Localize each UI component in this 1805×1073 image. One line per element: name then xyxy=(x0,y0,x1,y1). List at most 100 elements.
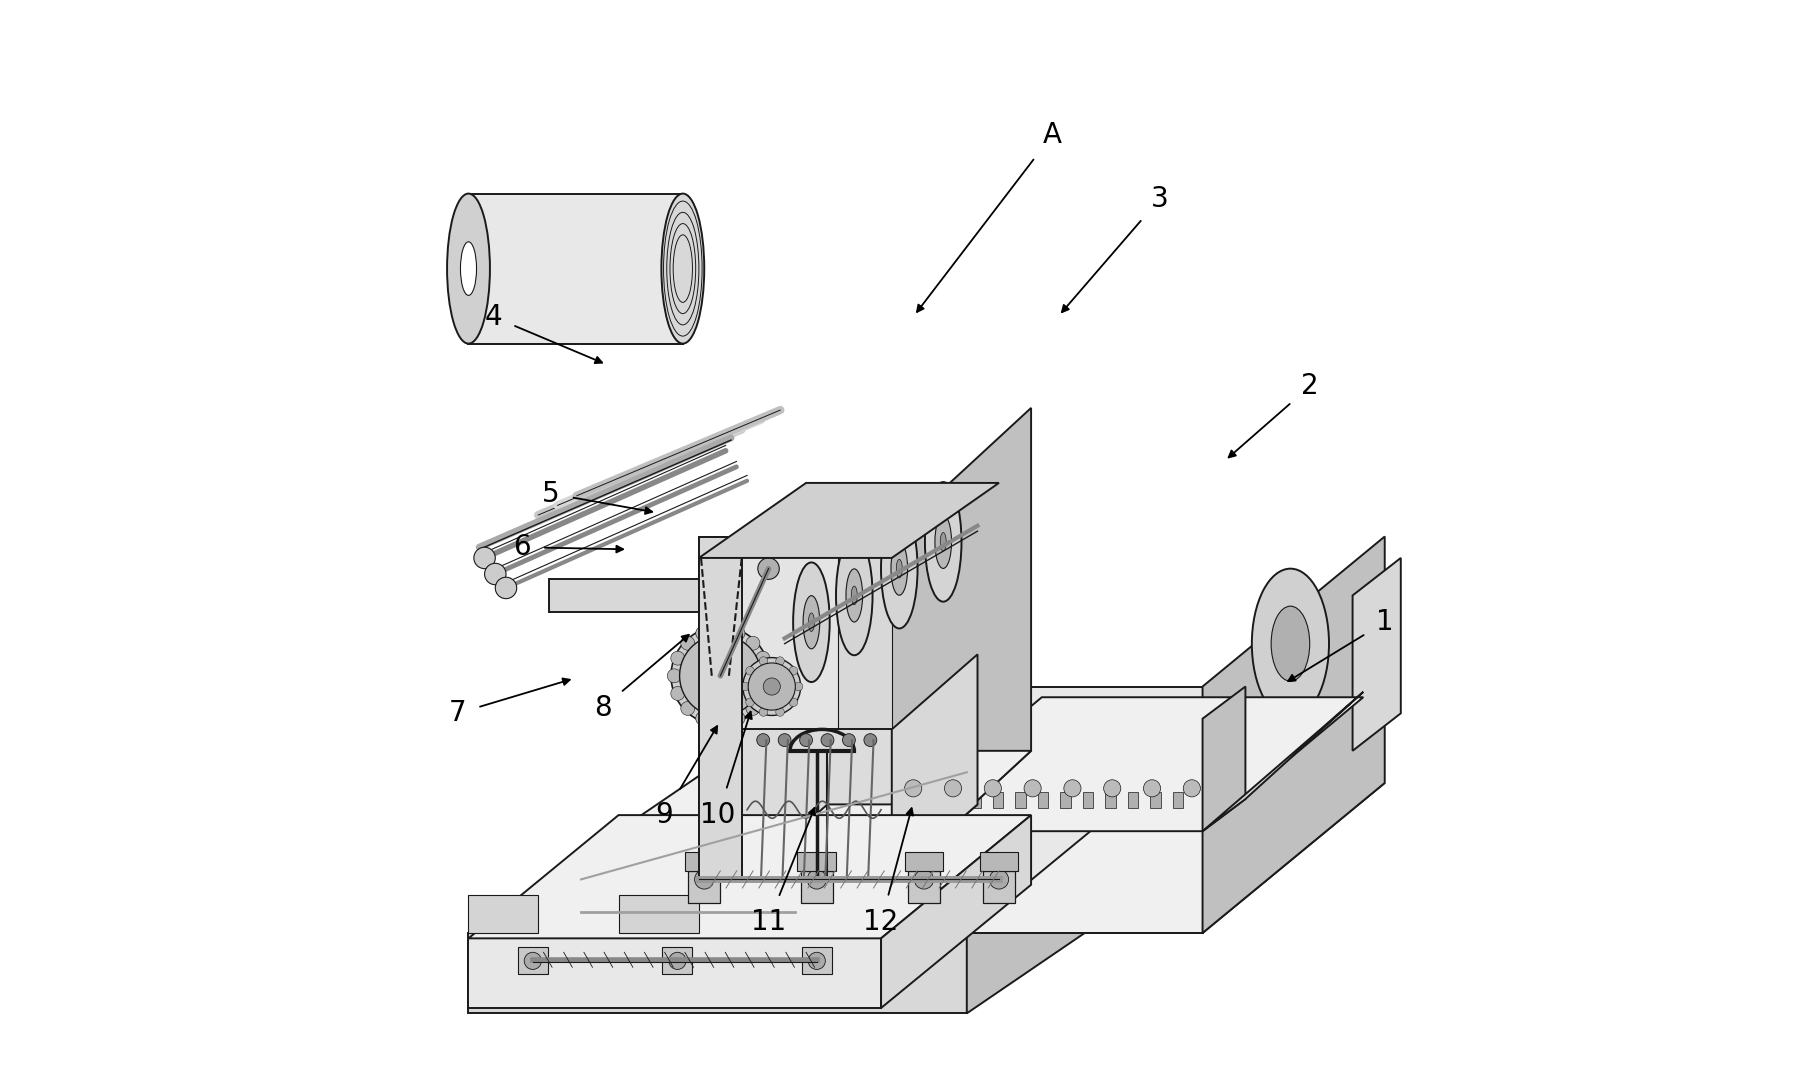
Circle shape xyxy=(704,659,738,693)
Ellipse shape xyxy=(935,515,951,569)
Text: 7: 7 xyxy=(449,678,570,727)
Circle shape xyxy=(915,870,933,890)
Ellipse shape xyxy=(892,542,908,596)
Circle shape xyxy=(760,668,773,682)
Bar xyxy=(801,947,832,973)
Circle shape xyxy=(758,558,780,579)
Polygon shape xyxy=(469,773,1202,934)
Polygon shape xyxy=(892,655,978,880)
Text: 2: 2 xyxy=(1229,372,1318,457)
Circle shape xyxy=(495,577,516,599)
Circle shape xyxy=(807,870,827,890)
Bar xyxy=(993,792,1004,808)
Circle shape xyxy=(760,657,767,665)
Bar xyxy=(688,871,720,903)
Circle shape xyxy=(984,780,1002,797)
Circle shape xyxy=(904,780,922,797)
Circle shape xyxy=(776,657,785,665)
Bar xyxy=(984,871,1014,903)
Circle shape xyxy=(989,870,1009,890)
Polygon shape xyxy=(892,408,1031,880)
Circle shape xyxy=(778,734,791,747)
Text: 6: 6 xyxy=(513,533,623,561)
Polygon shape xyxy=(881,783,1202,832)
Polygon shape xyxy=(881,815,1031,1008)
Circle shape xyxy=(668,668,680,682)
Circle shape xyxy=(713,715,727,729)
Text: 12: 12 xyxy=(863,808,913,937)
Circle shape xyxy=(680,635,762,717)
Circle shape xyxy=(695,870,715,890)
Polygon shape xyxy=(1202,536,1384,934)
Bar xyxy=(1128,792,1139,808)
Bar xyxy=(904,852,944,871)
Polygon shape xyxy=(469,939,881,1008)
Circle shape xyxy=(523,952,542,969)
Circle shape xyxy=(756,687,771,701)
Circle shape xyxy=(776,708,785,717)
Polygon shape xyxy=(967,773,1202,1013)
Bar xyxy=(980,852,1018,871)
Polygon shape xyxy=(699,751,1031,880)
Ellipse shape xyxy=(897,559,902,578)
Text: 11: 11 xyxy=(751,808,816,937)
Circle shape xyxy=(865,734,877,747)
Bar xyxy=(801,871,832,903)
Bar xyxy=(469,193,682,343)
Text: 1: 1 xyxy=(1289,608,1393,681)
Circle shape xyxy=(764,678,780,695)
Bar xyxy=(1083,792,1094,808)
Bar xyxy=(1038,792,1049,808)
Ellipse shape xyxy=(847,569,863,622)
Ellipse shape xyxy=(940,532,946,552)
Circle shape xyxy=(745,697,754,706)
Bar xyxy=(518,947,547,973)
Circle shape xyxy=(745,636,760,650)
Polygon shape xyxy=(967,687,1202,934)
Circle shape xyxy=(671,627,769,725)
Bar xyxy=(969,792,980,808)
Circle shape xyxy=(789,697,798,706)
Ellipse shape xyxy=(448,193,489,343)
Bar xyxy=(902,792,913,808)
Ellipse shape xyxy=(661,193,704,343)
Ellipse shape xyxy=(460,241,477,295)
Circle shape xyxy=(695,627,709,641)
Text: 5: 5 xyxy=(542,480,652,514)
Bar xyxy=(908,871,940,903)
Circle shape xyxy=(749,663,796,710)
Circle shape xyxy=(484,563,505,585)
Circle shape xyxy=(843,734,856,747)
Bar xyxy=(1105,792,1115,808)
Text: 8: 8 xyxy=(594,635,690,722)
Text: A: A xyxy=(917,120,1061,312)
Ellipse shape xyxy=(1271,606,1310,681)
Polygon shape xyxy=(699,536,892,880)
Ellipse shape xyxy=(803,596,819,649)
Circle shape xyxy=(756,734,769,747)
Bar xyxy=(924,792,935,808)
Text: 3: 3 xyxy=(1061,185,1168,312)
Ellipse shape xyxy=(852,586,857,605)
Circle shape xyxy=(794,682,803,691)
Polygon shape xyxy=(469,815,1031,939)
Circle shape xyxy=(1184,780,1200,797)
Polygon shape xyxy=(469,934,967,1013)
Circle shape xyxy=(475,547,495,569)
Circle shape xyxy=(680,702,695,716)
Polygon shape xyxy=(1202,687,1245,832)
Circle shape xyxy=(944,780,962,797)
Text: 4: 4 xyxy=(484,303,603,363)
Ellipse shape xyxy=(809,613,814,632)
Circle shape xyxy=(789,666,798,675)
Polygon shape xyxy=(549,579,699,612)
Circle shape xyxy=(695,711,709,725)
Bar xyxy=(1173,792,1184,808)
Circle shape xyxy=(745,702,760,716)
Circle shape xyxy=(756,651,771,665)
Bar xyxy=(798,852,836,871)
Ellipse shape xyxy=(792,562,830,682)
Circle shape xyxy=(731,627,745,641)
Circle shape xyxy=(1103,780,1121,797)
Circle shape xyxy=(745,666,754,675)
